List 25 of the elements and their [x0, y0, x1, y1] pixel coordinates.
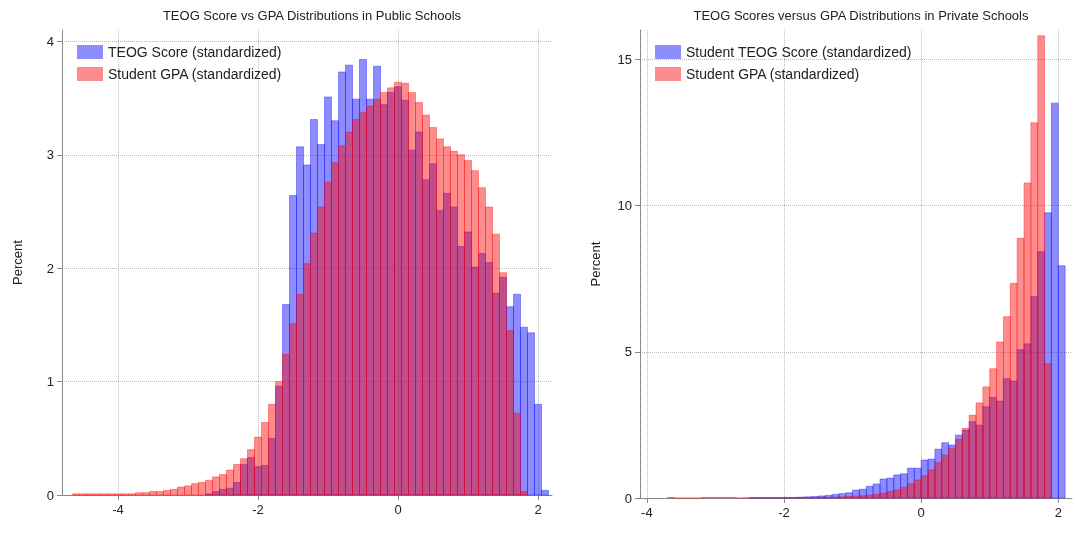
y-axis-title: Percent [588, 241, 603, 287]
y-tick-label: 10 [617, 198, 632, 213]
y-axis-title: Percent [10, 239, 25, 285]
x-tick-label: 2 [1054, 505, 1062, 520]
y-tick-label: 2 [46, 260, 54, 276]
x-tick-label: 0 [394, 502, 402, 517]
y-tick-label: 15 [617, 51, 632, 67]
chart-title: TEOG Scores versus GPA Distributions in Private Schools [693, 8, 1029, 23]
x-tick-label: 2 [534, 502, 542, 517]
y-tick-label: 0 [624, 490, 632, 506]
x-tick-label: -4 [641, 505, 653, 520]
legend-label: Student GPA (standardized) [108, 66, 282, 82]
legend-label: Student TEOG Score (standardized) [686, 44, 912, 60]
y-tick-label: 5 [624, 344, 632, 360]
x-tick-label: -4 [112, 502, 124, 517]
x-tick-label: 0 [917, 505, 925, 520]
legend-label: Student GPA (standardized) [686, 66, 860, 82]
legend-label: TEOG Score (standardized) [108, 44, 282, 60]
x-tick-label: -2 [778, 505, 790, 520]
chart-title: TEOG Score vs GPA Distributions in Public Schools [162, 8, 462, 23]
y-tick-label: 4 [46, 33, 54, 49]
y-tick-label: 0 [46, 487, 54, 503]
y-tick-label: 1 [46, 374, 54, 390]
y-tick-label: 3 [46, 147, 54, 163]
x-tick-label: -2 [252, 502, 264, 517]
